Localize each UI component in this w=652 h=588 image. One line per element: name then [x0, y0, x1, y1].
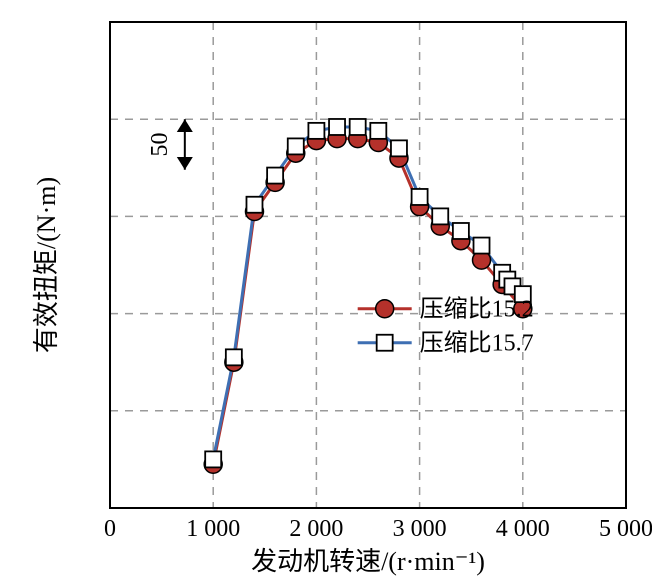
marker-cr157: [329, 119, 345, 135]
marker-cr157: [308, 123, 324, 139]
marker-cr157: [453, 223, 469, 239]
marker-cr157: [432, 208, 448, 224]
legend-marker-square: [377, 335, 393, 351]
x-tick-label: 5 000: [599, 516, 652, 542]
x-axis-label: 发动机转速/(r·min⁻¹): [251, 547, 485, 576]
marker-cr157: [370, 123, 386, 139]
x-tick-label: 2 000: [289, 516, 343, 542]
marker-cr157: [391, 140, 407, 156]
marker-cr157: [474, 238, 490, 254]
marker-cr157: [267, 168, 283, 184]
legend-label: 压缩比15.2: [420, 296, 534, 323]
legend-marker-circle: [376, 300, 394, 318]
torque-rpm-chart: 0 1 000 2 000 3 000 4 000 5 000 发动机转速/(r·min⁻¹…: [0, 0, 652, 588]
y-axis-label: 有效扭矩/(N·m): [32, 177, 61, 353]
x-tick-label: 4 000: [496, 516, 550, 542]
marker-cr157: [205, 451, 221, 467]
legend-label: 压缩比15.7: [420, 330, 534, 357]
marker-cr157: [226, 349, 242, 365]
x-tick-label: 0: [104, 516, 116, 542]
marker-cr157: [288, 138, 304, 154]
x-tick-label: 3 000: [393, 516, 447, 542]
marker-cr157: [412, 189, 428, 205]
marker-cr157: [246, 197, 262, 213]
x-tick-label: 1 000: [186, 516, 240, 542]
chart-container: 0 1 000 2 000 3 000 4 000 5 000 发动机转速/(r·min⁻¹…: [0, 0, 652, 588]
marker-cr157: [350, 119, 366, 135]
scale-bar-label: 50: [147, 132, 173, 156]
